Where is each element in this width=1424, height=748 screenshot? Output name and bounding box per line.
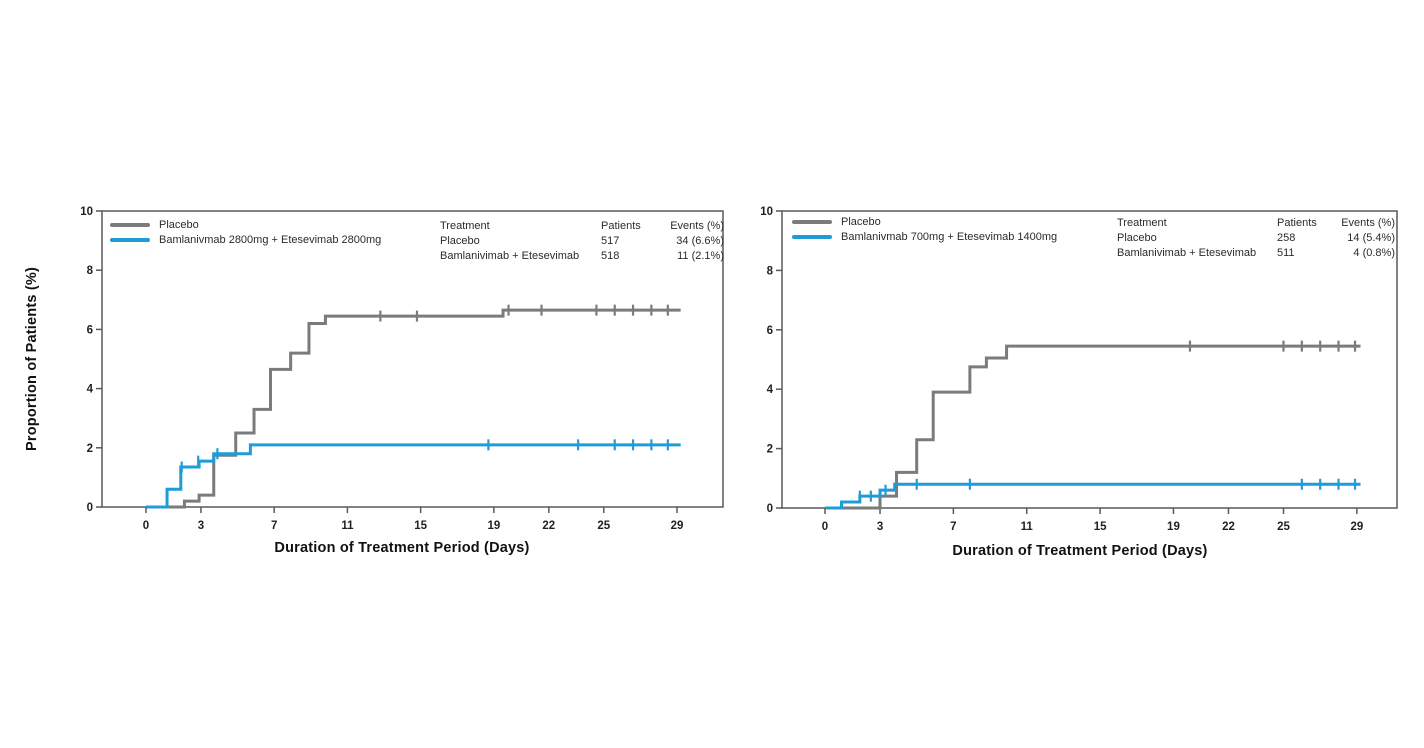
stats-table-left: Treatment Patients Events (%) Placebo 517 34 … xyxy=(440,220,724,265)
y-tick-label-left: 10 xyxy=(80,206,93,218)
x-tick-label-right: 25 xyxy=(1277,521,1290,533)
x-tick-label-left: 22 xyxy=(542,520,555,532)
x-tick-label-left: 0 xyxy=(143,520,149,532)
x-tick-label-right: 19 xyxy=(1167,521,1180,533)
legend-swatch-placebo xyxy=(110,222,150,228)
legend-label-placebo: Placebo xyxy=(159,219,199,231)
y-tick-label-right: 2 xyxy=(767,444,773,456)
legend-swatch-combo xyxy=(792,234,832,240)
legend-label-placebo: Placebo xyxy=(841,216,881,228)
legend-label-combo: Bamlanivmab 2800mg + Etesevimab 2800mg xyxy=(159,234,382,246)
legend-row-combo: Bamlanivmab 2800mg + Etesevimab 2800mg xyxy=(110,234,381,246)
stats-cell-right: Bamlanivimab + Etesevimab xyxy=(1117,247,1257,259)
stats-header-right: Events (%) xyxy=(1341,217,1395,229)
y-axis-title: Proportion of Patients (%) xyxy=(24,266,40,452)
legend-row-placebo: Placebo xyxy=(110,219,381,231)
stats-header-left: Treatment xyxy=(440,220,490,232)
legend-left: Placebo Bamlanivmab 2800mg + Etesevimab 2… xyxy=(110,219,381,246)
x-tick-label-right: 29 xyxy=(1350,521,1363,533)
x-tick-label-right: 7 xyxy=(950,521,956,533)
x-tick-label-left: 15 xyxy=(414,520,427,532)
stats-cell-left: Placebo xyxy=(440,235,480,247)
y-tick-label-left: 6 xyxy=(87,324,93,336)
y-tick-label-right: 8 xyxy=(767,265,774,277)
y-tick-label-right: 0 xyxy=(767,503,773,515)
x-axis-title-right: Duration of Treatment Period (Days) xyxy=(952,543,1208,559)
x-tick-label-right: 22 xyxy=(1222,521,1235,533)
legend-row-combo: Bamlanivmab 700mg + Etesevimab 1400mg xyxy=(792,231,1057,243)
stats-table-right: Treatment Patients Events (%) Placebo 258 14 … xyxy=(1117,217,1395,262)
x-tick-label-left: 19 xyxy=(487,520,500,532)
plot-frame-left xyxy=(101,210,724,508)
legend-swatch-placebo xyxy=(792,219,832,225)
x-tick-label-right: 0 xyxy=(822,521,828,533)
stats-header-right: Patients xyxy=(1277,217,1317,229)
stats-header-right: Treatment xyxy=(1117,217,1167,229)
x-tick-label-left: 29 xyxy=(671,520,684,532)
y-tick-label-right: 6 xyxy=(767,325,773,337)
km-curve-placebo-right xyxy=(825,344,1361,510)
x-tick-label-left: 7 xyxy=(271,520,277,532)
legend-row-placebo: Placebo xyxy=(792,216,1057,228)
stats-cell-right: 258 xyxy=(1277,232,1296,244)
y-tick-label-right: 4 xyxy=(767,384,774,396)
legend-right: Placebo Bamlanivmab 700mg + Etesevimab 14… xyxy=(792,216,1057,243)
stats-cell-left: 518 xyxy=(601,250,620,262)
x-tick-label-right: 11 xyxy=(1021,521,1034,533)
stats-cell-left: 11 (2.1%) xyxy=(677,250,724,262)
stats-cell-left: Bamlanivimab + Etesevimab xyxy=(440,250,580,262)
stats-header-left: Patients xyxy=(601,220,641,232)
stats-cell-left: 34 (6.6%) xyxy=(676,235,724,247)
y-tick-label-left: 0 xyxy=(87,502,93,514)
stats-cell-right: Placebo xyxy=(1117,232,1157,244)
y-tick-label-left: 4 xyxy=(87,384,94,396)
x-tick-label-right: 15 xyxy=(1094,521,1107,533)
x-axis-title-left: Duration of Treatment Period (Days) xyxy=(274,540,530,556)
x-tick-label-left: 3 xyxy=(198,520,204,532)
stats-header-left: Events (%) xyxy=(670,220,724,232)
stats-cell-right: 511 xyxy=(1277,247,1295,259)
plot-frame-right xyxy=(781,210,1398,509)
stats-cell-left: 517 xyxy=(601,235,620,247)
stats-cell-right: 4 (0.8%) xyxy=(1353,247,1395,259)
x-tick-label-left: 11 xyxy=(341,520,354,532)
km-curve-placebo-left xyxy=(146,308,681,509)
x-tick-label-right: 3 xyxy=(877,521,883,533)
legend-swatch-combo xyxy=(110,237,150,243)
y-tick-label-right: 10 xyxy=(760,206,773,218)
stats-cell-right: 14 (5.4%) xyxy=(1347,232,1395,244)
km-curve-combo-left xyxy=(146,443,681,509)
y-tick-label-left: 8 xyxy=(87,265,94,277)
legend-label-combo: Bamlanivmab 700mg + Etesevimab 1400mg xyxy=(841,231,1058,243)
y-tick-label-left: 2 xyxy=(87,443,93,455)
x-tick-label-left: 25 xyxy=(597,520,610,532)
km-curve-combo-right xyxy=(825,482,1361,510)
